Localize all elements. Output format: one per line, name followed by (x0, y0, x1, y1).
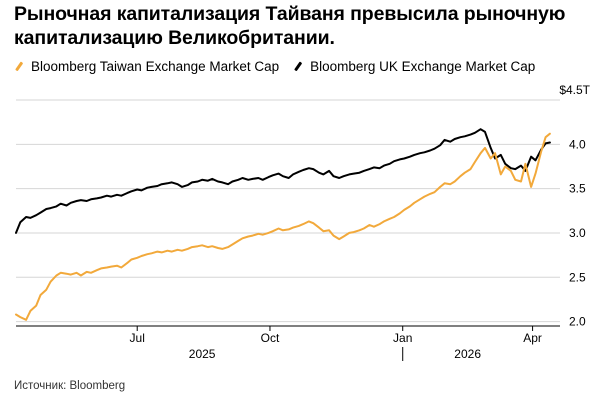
chart-title: Рыночная капитализация Тайваня превысила… (14, 3, 566, 49)
legend-label-taiwan: Bloomberg Taiwan Exchange Market Cap (31, 58, 280, 74)
y-unit-label: $4.5T (559, 83, 590, 97)
x-tick-label: Apr (523, 331, 542, 345)
legend-item-taiwan: Bloomberg Taiwan Exchange Market Cap (14, 59, 279, 74)
legend-item-uk: Bloomberg UK Exchange Market Cap (293, 59, 535, 74)
chart-source: Источник: Bloomberg (14, 380, 126, 392)
series-line-uk (15, 128, 551, 234)
y-tick-label: 4.0 (569, 137, 586, 151)
x-tick-label: Jul (130, 331, 145, 345)
legend-label-uk: Bloomberg UK Exchange Market Cap (310, 58, 536, 74)
series-line-taiwan (15, 132, 551, 321)
chart-legend: Bloomberg Taiwan Exchange Market Cap Blo… (14, 56, 549, 76)
x-axis: Jul Oct Jan Apr 2025 2026 (16, 325, 560, 361)
x-year-label: 2026 (454, 347, 481, 361)
y-axis: $4.5T 4.0 3.5 3.0 2.5 2.0 (559, 83, 590, 329)
y-tick-label: 3.5 (569, 182, 586, 196)
x-tick-label: Oct (261, 331, 280, 345)
x-year-label: 2025 (189, 347, 216, 361)
x-tick-label: Jan (393, 331, 412, 345)
y-tick-label: 2.0 (569, 315, 586, 329)
y-tick-label: 2.5 (569, 270, 586, 284)
grid-lines (16, 99, 560, 323)
y-tick-label: 3.0 (569, 226, 586, 240)
series-lines (15, 128, 551, 321)
